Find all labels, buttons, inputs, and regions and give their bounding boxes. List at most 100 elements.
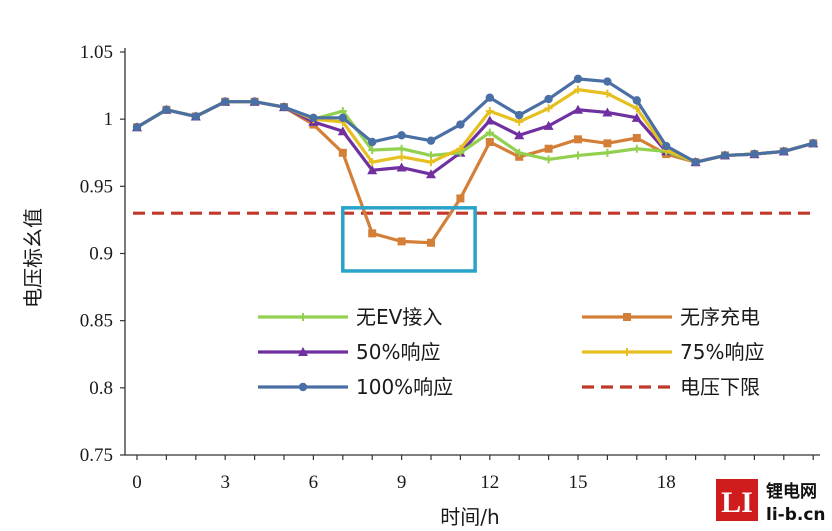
data-point — [456, 120, 465, 129]
data-point — [250, 97, 259, 106]
legend-label: 无序充电 — [680, 305, 760, 329]
data-point — [603, 139, 612, 148]
series-5 — [132, 74, 818, 167]
data-point — [544, 104, 553, 113]
series-4 — [133, 85, 818, 167]
series-line — [136, 77, 814, 164]
watermark: LI 锂电网 li-b.cn — [716, 479, 826, 525]
y-tick-label: 1.05 — [80, 42, 113, 63]
x-tick-label: 9 — [397, 472, 407, 493]
data-point — [809, 139, 818, 148]
data-point — [368, 158, 377, 167]
data-point — [602, 107, 613, 117]
legend-label: 无EV接入 — [356, 305, 442, 329]
data-point — [298, 382, 308, 392]
series-group — [132, 74, 819, 247]
data-point — [426, 136, 436, 145]
data-point — [338, 148, 347, 157]
data-point — [427, 158, 435, 167]
data-point — [279, 102, 289, 112]
data-point — [456, 194, 465, 203]
legend-label: 75%响应 — [680, 340, 764, 364]
data-point — [427, 151, 435, 160]
y-tick-label: 0.75 — [80, 445, 113, 466]
legend-item: 电压下限 — [582, 375, 760, 399]
data-point — [397, 152, 406, 161]
x-axis-title: 时间/h — [440, 505, 499, 526]
data-point — [543, 120, 554, 130]
data-point — [162, 105, 171, 114]
data-point — [573, 104, 583, 114]
y-tick-label: 0.8 — [89, 378, 113, 399]
data-point — [573, 74, 583, 84]
data-point — [632, 144, 641, 153]
x-tick-label: 12 — [480, 472, 499, 493]
data-point — [632, 104, 641, 113]
data-point — [544, 144, 553, 153]
data-point — [427, 238, 435, 247]
data-point — [368, 137, 377, 147]
data-point — [623, 313, 631, 321]
data-point — [338, 113, 347, 123]
data-point — [299, 313, 307, 321]
data-point — [515, 152, 524, 161]
data-point — [779, 147, 788, 156]
legend: 无EV接入 无序充电 50%响应 75%响应 100%响应 电压下限 — [258, 305, 764, 399]
x-tick-label: 15 — [569, 472, 588, 493]
data-point — [514, 130, 525, 140]
highlight-box — [341, 206, 477, 273]
data-point — [574, 151, 582, 160]
data-point — [631, 112, 642, 122]
data-point — [623, 348, 631, 356]
data-point — [367, 165, 378, 175]
data-point — [397, 237, 406, 246]
y-tick-label: 0.95 — [80, 176, 113, 197]
y-tick-label: 1 — [104, 109, 114, 130]
legend-label: 100%响应 — [356, 375, 453, 399]
data-point — [603, 77, 612, 86]
data-point — [484, 115, 495, 125]
data-point — [298, 347, 308, 356]
legend-item: 无序充电 — [582, 305, 760, 329]
data-point — [544, 94, 553, 104]
legend-item: 75%响应 — [582, 340, 764, 364]
x-tick-label: 0 — [132, 472, 142, 493]
y-axis-title: 电压标幺值 — [21, 208, 45, 308]
data-point — [515, 110, 524, 120]
axes — [124, 48, 820, 456]
data-point — [485, 93, 494, 102]
data-point — [426, 169, 436, 179]
data-point — [191, 112, 200, 121]
tick-labels: 0.75 0.8 0.85 0.9 0.95 1 1.05 0 3 6 9 12 15 18 — [80, 42, 814, 493]
legend-item: 50%响应 — [258, 340, 440, 364]
y-tick-label: 0.9 — [89, 244, 113, 265]
data-point — [397, 144, 406, 153]
data-point — [221, 97, 230, 106]
data-point — [632, 133, 641, 142]
data-point — [132, 123, 142, 132]
data-point — [632, 96, 641, 105]
series-3 — [132, 96, 819, 179]
legend-label: 50%响应 — [356, 340, 440, 364]
watermark-logo-text: LI — [721, 486, 753, 519]
data-point — [309, 113, 318, 123]
data-point — [691, 157, 700, 167]
y-tick-label: 0.85 — [80, 311, 113, 332]
watermark-logo-box — [716, 479, 758, 521]
annotations — [341, 206, 477, 273]
x-tick-label: 3 — [220, 472, 230, 493]
data-point — [662, 141, 671, 151]
data-point — [485, 128, 494, 137]
data-point — [485, 138, 494, 147]
data-point — [603, 89, 612, 98]
watermark-line1: 锂电网 — [766, 481, 817, 502]
data-point — [368, 229, 377, 238]
data-point — [396, 162, 407, 172]
data-point — [720, 151, 730, 160]
data-point — [574, 85, 582, 94]
data-point — [750, 149, 759, 159]
data-point — [485, 107, 494, 116]
legend-item: 无EV接入 — [258, 305, 442, 329]
